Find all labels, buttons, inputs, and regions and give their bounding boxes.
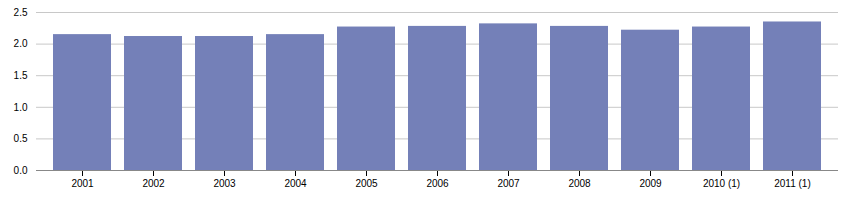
svg-text:2006: 2006 xyxy=(426,178,449,189)
svg-text:2005: 2005 xyxy=(355,178,378,189)
svg-text:2001: 2001 xyxy=(71,178,94,189)
svg-text:0.5: 0.5 xyxy=(14,133,28,144)
svg-text:2003: 2003 xyxy=(213,178,236,189)
svg-text:2010 (1): 2010 (1) xyxy=(703,178,740,189)
svg-text:2.0: 2.0 xyxy=(14,38,28,49)
svg-text:2.5: 2.5 xyxy=(14,7,28,18)
svg-text:2011 (1): 2011 (1) xyxy=(774,178,811,189)
svg-text:2008: 2008 xyxy=(568,178,591,189)
svg-text:2004: 2004 xyxy=(284,178,307,189)
svg-text:0.0: 0.0 xyxy=(14,165,28,176)
svg-text:2007: 2007 xyxy=(497,178,520,189)
svg-text:2009: 2009 xyxy=(639,178,662,189)
svg-text:2002: 2002 xyxy=(142,178,165,189)
svg-text:1.5: 1.5 xyxy=(14,70,28,81)
svg-text:1.0: 1.0 xyxy=(14,102,28,113)
